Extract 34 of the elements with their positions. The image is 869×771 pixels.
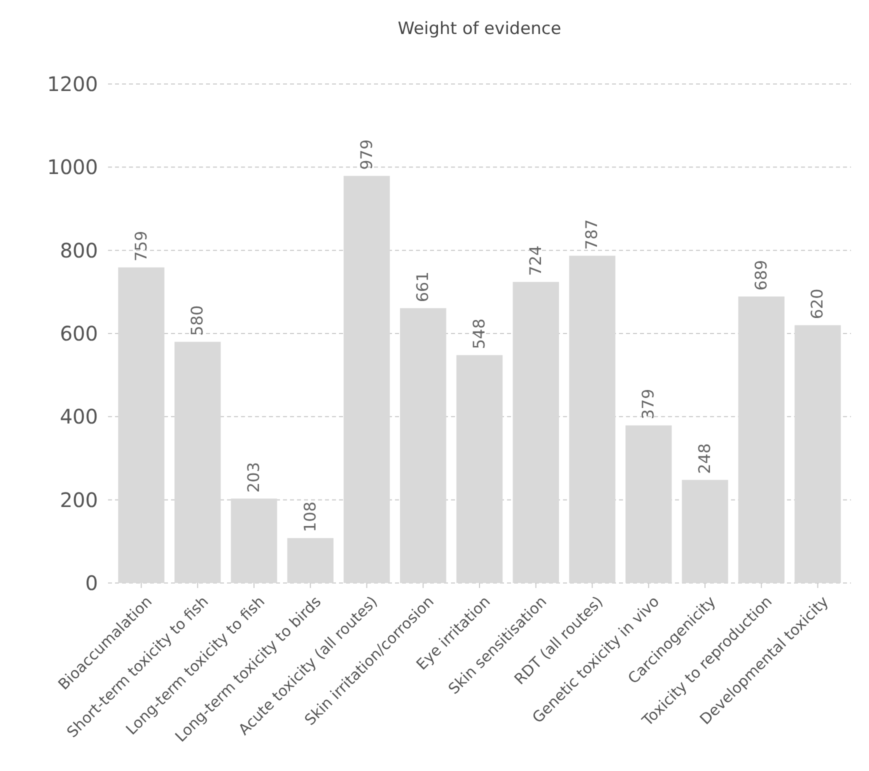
data-label: 248 (694, 443, 714, 474)
y-tick-label: 0 (85, 571, 98, 595)
data-label: 787 (582, 219, 602, 250)
y-tick-label: 400 (60, 404, 98, 429)
bar (626, 425, 672, 583)
chart-title: Weight of evidence (398, 19, 562, 39)
data-label: 979 (356, 139, 376, 170)
data-label: 689 (751, 260, 770, 290)
data-label: 759 (131, 230, 150, 262)
bar (230, 498, 278, 583)
data-label: 548 (470, 318, 488, 350)
data-label: 580 (188, 305, 207, 336)
bar (174, 342, 221, 583)
bar (400, 308, 446, 583)
y-tick-label: 1000 (47, 155, 98, 180)
bar (456, 355, 503, 583)
data-label: 203 (244, 462, 264, 493)
bar (512, 282, 559, 583)
bar (569, 256, 616, 583)
bar (287, 538, 334, 583)
y-tick-label: 600 (60, 322, 98, 346)
y-tick-label: 800 (60, 238, 98, 262)
y-tick-label: 200 (60, 488, 98, 512)
data-label: 661 (413, 272, 432, 302)
bar (118, 267, 164, 583)
data-label: 724 (526, 245, 545, 276)
bar (794, 325, 841, 583)
data-label: 620 (808, 288, 827, 320)
bar (344, 176, 390, 583)
bar (682, 480, 728, 583)
y-tick-label: 1200 (47, 72, 98, 96)
data-label: 379 (638, 388, 658, 420)
data-label: 108 (300, 502, 320, 532)
bar (738, 296, 784, 583)
